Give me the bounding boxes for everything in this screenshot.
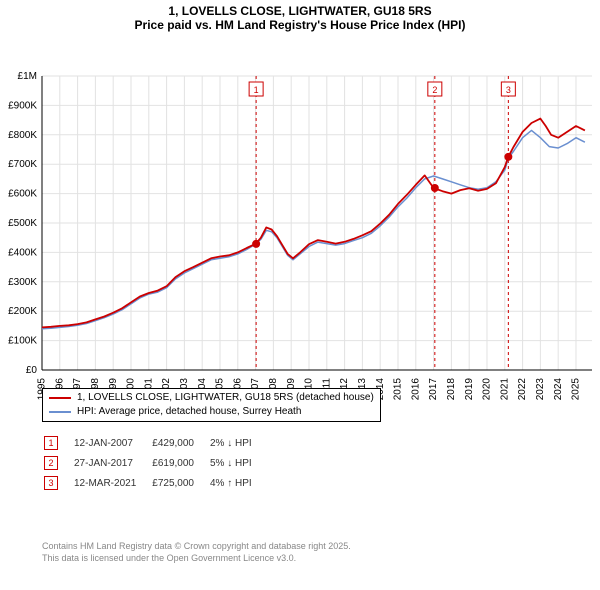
svg-text:2025: 2025 [571, 378, 582, 401]
svg-text:£700K: £700K [8, 159, 37, 170]
sale-marker-badge: 3 [44, 476, 58, 490]
svg-text:£900K: £900K [8, 100, 37, 111]
svg-text:2024: 2024 [553, 378, 564, 401]
sales-row: 2 27-JAN-2017£619,0005% ↓ HPI [44, 454, 266, 472]
line-chart: £0 £100K £200K £300K £400K £500K £600K £700K £80… [0, 36, 600, 416]
svg-text:2017: 2017 [428, 378, 439, 401]
attribution-footer: Contains HM Land Registry data © Crown c… [42, 540, 351, 564]
svg-text:£400K: £400K [8, 247, 37, 258]
sale-marker-badge: 2 [44, 456, 58, 470]
sale-marker-badge: 1 [44, 436, 58, 450]
footer-line-2: This data is licensed under the Open Gov… [42, 552, 351, 564]
sales-table: 1 12-JAN-2007£429,0002% ↓ HPI 2 27-JAN-2017… [42, 432, 268, 494]
sale-date: 12-MAR-2021 [74, 474, 150, 492]
title-line-1: 1, LOVELLS CLOSE, LIGHTWATER, GU18 5RS [0, 4, 600, 18]
svg-text:2018: 2018 [446, 378, 457, 401]
sale-price: £619,000 [152, 454, 208, 472]
svg-text:£100K: £100K [8, 336, 37, 347]
svg-text:2022: 2022 [517, 378, 528, 401]
legend-item: HPI: Average price, detached house, Surr… [49, 405, 374, 419]
svg-text:2020: 2020 [482, 378, 493, 401]
svg-text:2019: 2019 [464, 378, 475, 401]
svg-text:2016: 2016 [410, 378, 421, 401]
svg-text:2023: 2023 [535, 378, 546, 401]
title-line-2: Price paid vs. HM Land Registry's House … [0, 18, 600, 32]
svg-text:3: 3 [506, 85, 511, 95]
svg-text:£1M: £1M [18, 71, 37, 82]
sale-delta: 2% ↓ HPI [210, 434, 266, 452]
sale-delta: 4% ↑ HPI [210, 474, 266, 492]
sale-delta: 5% ↓ HPI [210, 454, 266, 472]
svg-text:2021: 2021 [499, 378, 510, 401]
sale-price: £725,000 [152, 474, 208, 492]
sale-price: £429,000 [152, 434, 208, 452]
sales-row: 1 12-JAN-2007£429,0002% ↓ HPI [44, 434, 266, 452]
legend-label: 1, LOVELLS CLOSE, LIGHTWATER, GU18 5RS (… [77, 391, 374, 405]
sale-date: 12-JAN-2007 [74, 434, 150, 452]
legend: 1, LOVELLS CLOSE, LIGHTWATER, GU18 5RS (… [42, 388, 381, 422]
legend-swatch [49, 411, 71, 413]
footer-line-1: Contains HM Land Registry data © Crown c… [42, 540, 351, 552]
svg-text:£500K: £500K [8, 218, 37, 229]
legend-swatch [49, 397, 71, 399]
svg-text:£800K: £800K [8, 130, 37, 141]
chart-title: 1, LOVELLS CLOSE, LIGHTWATER, GU18 5RS P… [0, 0, 600, 32]
svg-text:£300K: £300K [8, 277, 37, 288]
svg-text:2015: 2015 [393, 378, 404, 401]
svg-text:£200K: £200K [8, 306, 37, 317]
chart-area: £0 £100K £200K £300K £400K £500K £600K £700K £80… [0, 36, 600, 419]
legend-item: 1, LOVELLS CLOSE, LIGHTWATER, GU18 5RS (… [49, 391, 374, 405]
sale-date: 27-JAN-2017 [74, 454, 150, 472]
svg-text:2: 2 [432, 85, 437, 95]
sales-row: 3 12-MAR-2021£725,0004% ↑ HPI [44, 474, 266, 492]
legend-label: HPI: Average price, detached house, Surr… [77, 405, 301, 419]
svg-text:£600K: £600K [8, 189, 37, 200]
svg-text:£0: £0 [26, 365, 38, 376]
svg-text:1: 1 [254, 85, 259, 95]
